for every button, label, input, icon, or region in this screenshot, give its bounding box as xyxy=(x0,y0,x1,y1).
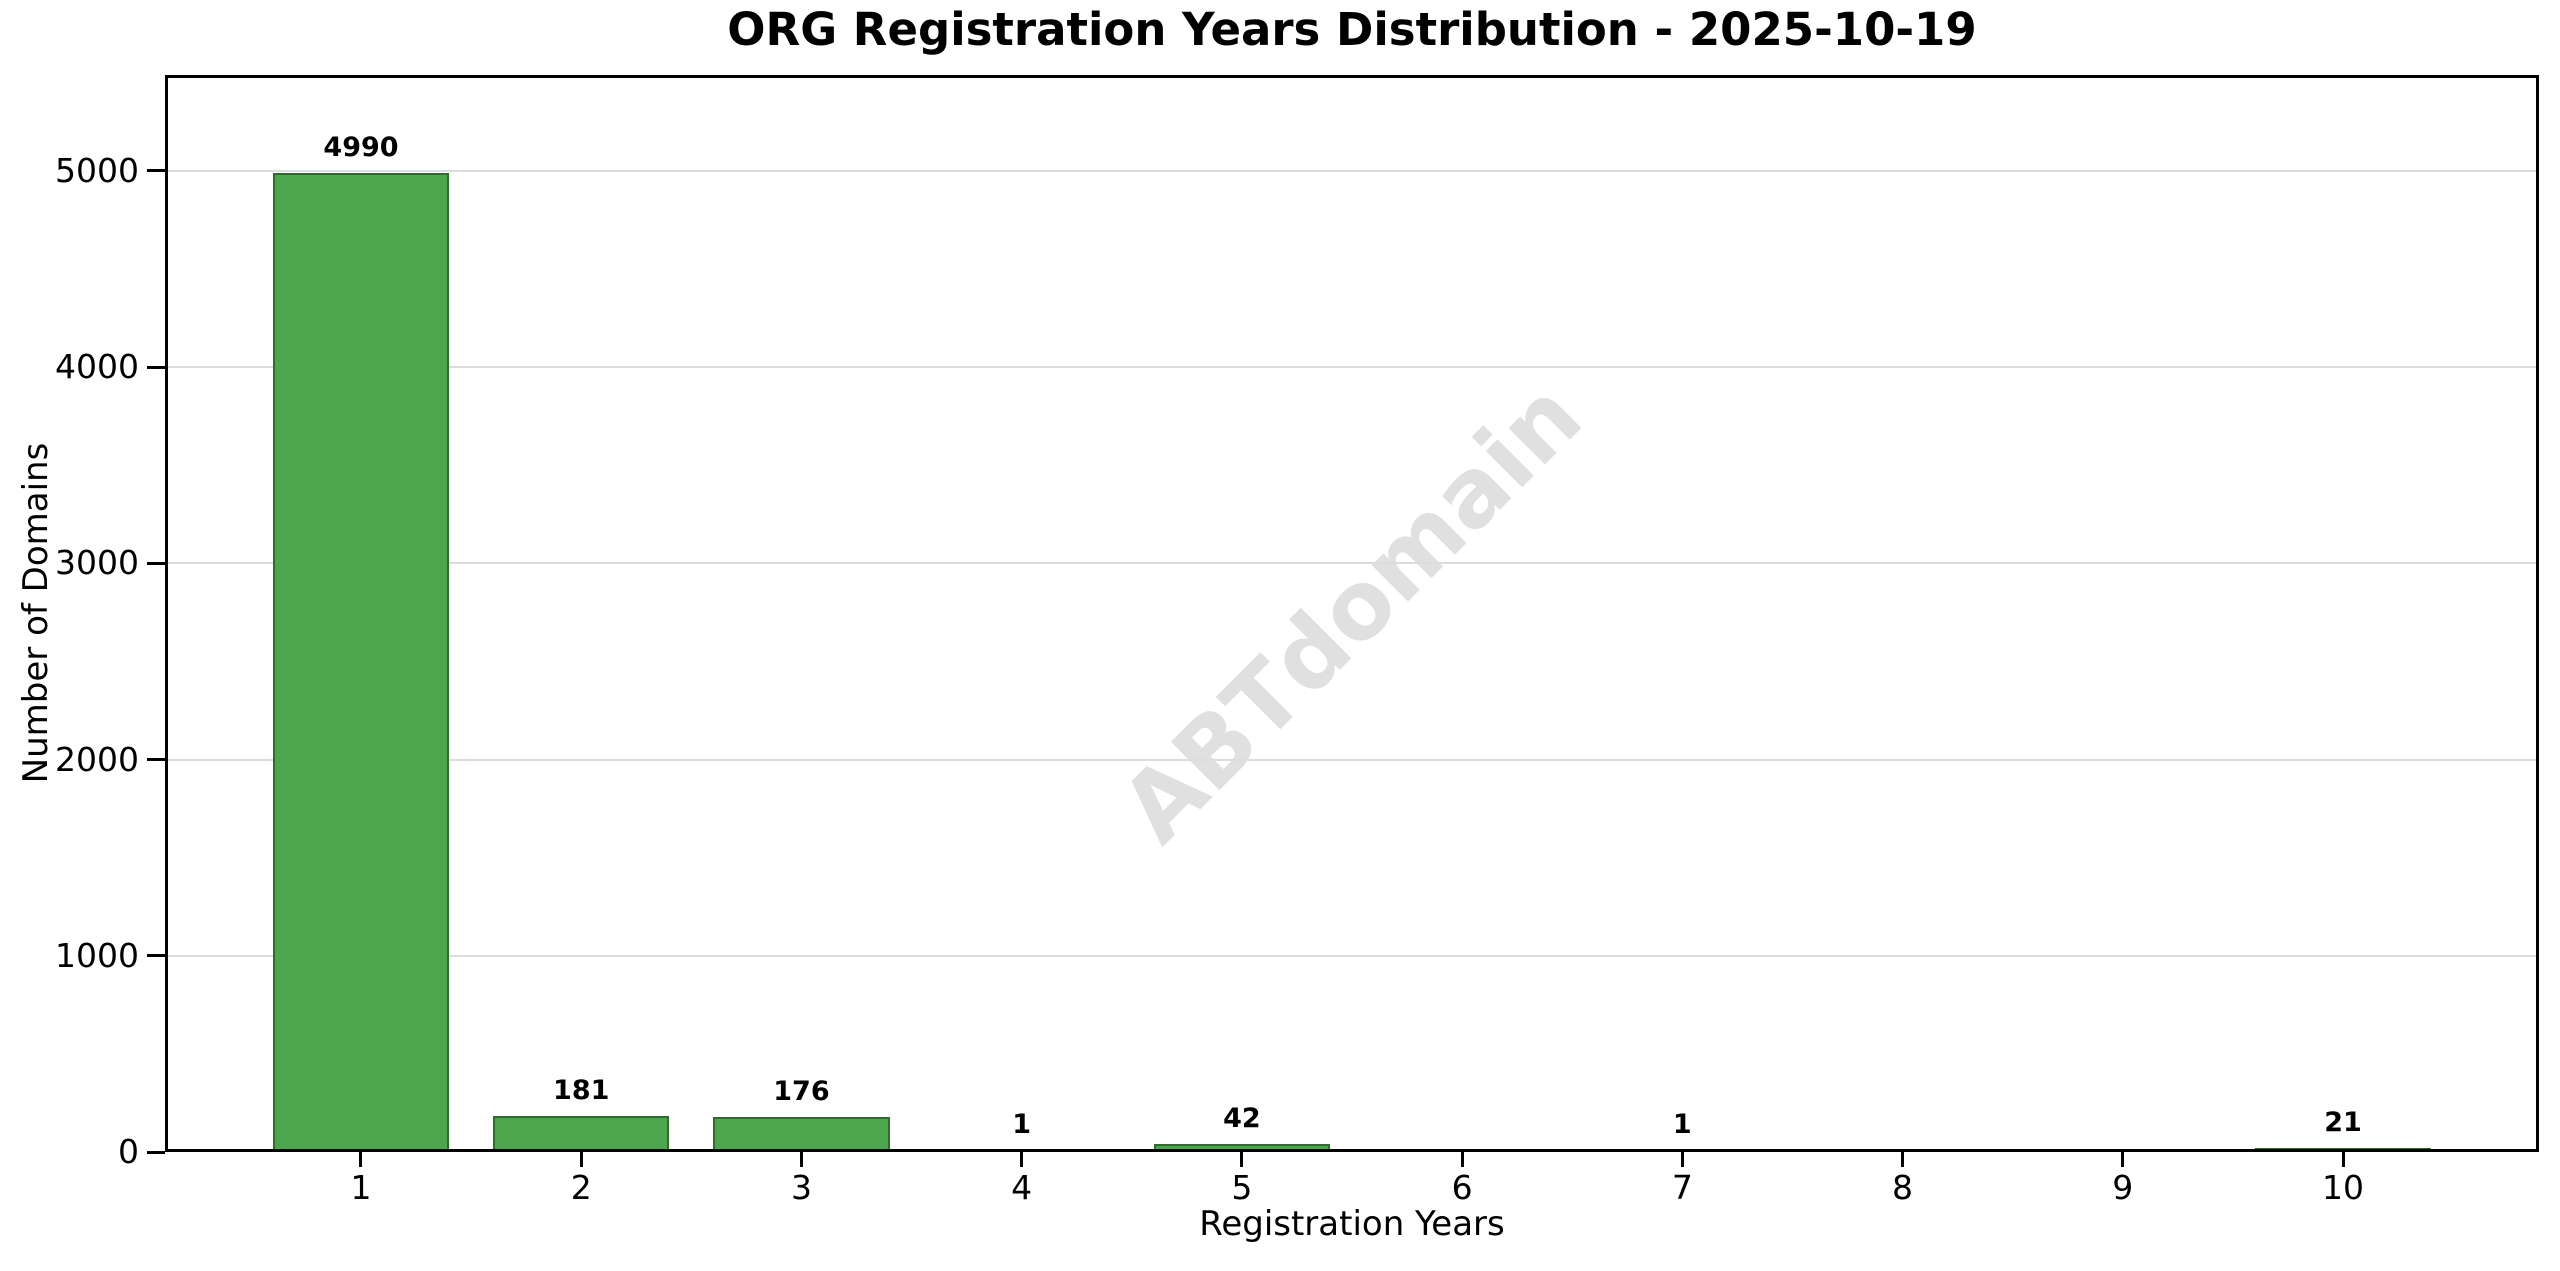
x-tick-label: 8 xyxy=(1892,1168,1914,1207)
bar-year-5 xyxy=(1153,1143,1330,1152)
x-tick-label: 5 xyxy=(1231,1168,1253,1207)
y-tick-mark xyxy=(147,169,165,173)
x-tick-label: 4 xyxy=(1011,1168,1033,1207)
y-tick-label: 5000 xyxy=(55,150,139,190)
y-gridline xyxy=(165,954,2539,957)
bar-value-label: 42 xyxy=(1223,1102,1261,1134)
bar-value-label: 181 xyxy=(553,1075,610,1107)
x-tick-label: 2 xyxy=(570,1168,592,1207)
x-tick-mark xyxy=(799,1152,803,1167)
bar-value-label: 1 xyxy=(1672,1108,1692,1140)
y-tick-label: 0 xyxy=(118,1132,139,1171)
bar-year-3 xyxy=(713,1117,890,1152)
x-tick-label: 1 xyxy=(350,1168,372,1207)
y-tick-mark xyxy=(147,758,165,762)
x-tick-mark xyxy=(1680,1152,1684,1167)
y-tick-label: 2000 xyxy=(55,739,139,779)
x-axis-label: Registration Years xyxy=(1199,1204,1505,1244)
y-gridline xyxy=(165,169,2539,172)
bar-value-label: 4990 xyxy=(323,131,399,163)
y-tick-mark xyxy=(147,954,165,958)
x-tick-mark xyxy=(2121,1152,2125,1167)
x-tick-mark xyxy=(359,1152,363,1167)
x-tick-mark xyxy=(1240,1152,1244,1167)
y-tick-label: 4000 xyxy=(55,347,139,387)
x-tick-mark xyxy=(1901,1152,1905,1167)
x-tick-label: 6 xyxy=(1451,1168,1473,1207)
y-gridline xyxy=(165,562,2539,565)
x-tick-label: 9 xyxy=(2112,1168,2134,1207)
x-tick-label: 10 xyxy=(2322,1168,2364,1207)
x-tick-label: 7 xyxy=(1671,1168,1693,1207)
x-tick-mark xyxy=(1460,1152,1464,1167)
bar-value-label: 176 xyxy=(773,1076,830,1108)
y-gridline xyxy=(165,366,2539,369)
y-tick-mark xyxy=(147,561,165,565)
x-tick-mark xyxy=(579,1152,583,1167)
y-tick-mark xyxy=(147,365,165,369)
y-gridline xyxy=(165,758,2539,761)
y-tick-label: 3000 xyxy=(55,543,139,583)
bar-value-label: 1 xyxy=(1012,1108,1032,1140)
chart-title: ORG Registration Years Distribution - 20… xyxy=(727,3,1977,56)
bar-year-1 xyxy=(272,172,450,1152)
y-tick-label: 1000 xyxy=(55,935,139,975)
x-tick-mark xyxy=(1020,1152,1024,1167)
bar-value-label: 21 xyxy=(2324,1106,2362,1138)
x-tick-label: 3 xyxy=(790,1168,812,1207)
y-tick-mark xyxy=(147,1150,165,1154)
y-axis-label: Number of Domains xyxy=(16,442,56,784)
x-tick-mark xyxy=(2341,1152,2345,1167)
watermark-text: ABTdomain xyxy=(1101,362,1603,864)
bar-year-2 xyxy=(493,1116,670,1152)
